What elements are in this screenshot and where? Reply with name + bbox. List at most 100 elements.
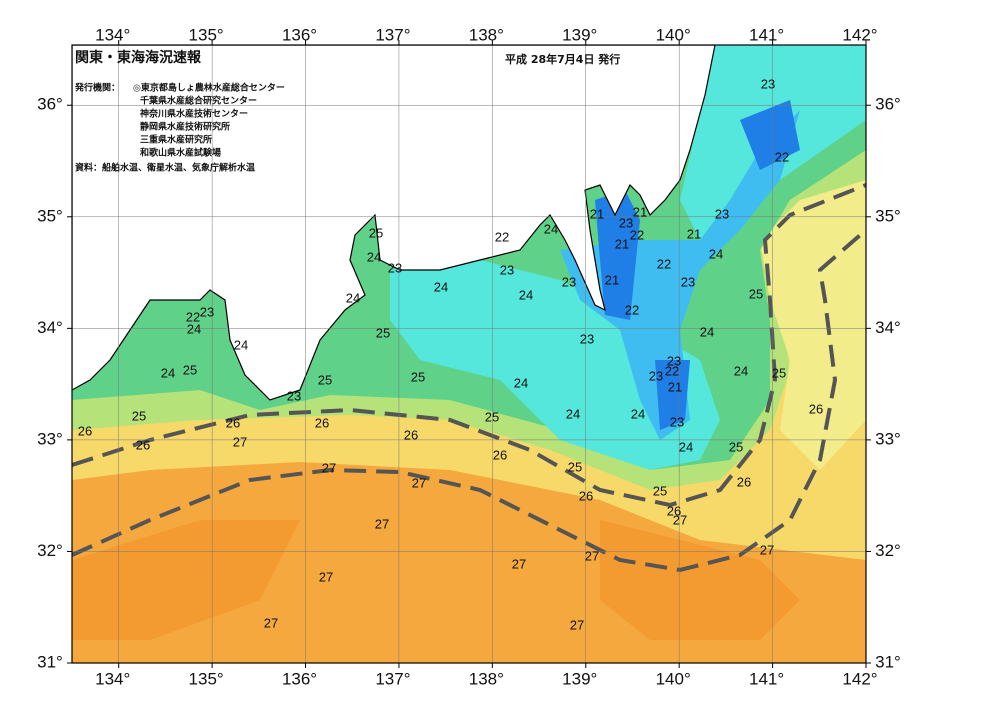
contour-label: 24 (544, 221, 558, 236)
contour-label: 26 (667, 503, 681, 518)
y-tick-label: 33° (37, 429, 63, 448)
y-tick-label: 35° (37, 206, 63, 225)
contour-label: 25 (749, 286, 763, 301)
contour-label: 25 (318, 372, 332, 387)
x-tick-label: 137° (375, 25, 410, 44)
contour-label: 27 (512, 556, 526, 571)
contour-label: 26 (809, 401, 823, 416)
contour-label: 26 (78, 423, 92, 438)
x-tick-label: 134° (95, 669, 130, 688)
contour-label: 24 (367, 249, 381, 264)
kuroshio-outer (72, 228, 866, 573)
contour-label: 25 (568, 459, 582, 474)
issuer: 静岡県水産技術研究所 (140, 121, 230, 133)
contour-label: 23 (670, 414, 684, 429)
contour-label: 26 (136, 437, 150, 452)
contour-label: 22 (657, 256, 671, 271)
contour-label: 24 (519, 287, 533, 302)
contour-label: 23 (761, 76, 775, 91)
contour-label: 23 (681, 274, 695, 289)
contour-label: 23 (500, 262, 514, 277)
x-tick-label: 139° (562, 669, 597, 688)
contour-label: 23 (200, 304, 214, 319)
contour-label: 21 (687, 226, 701, 241)
x-tick-label: 140° (656, 25, 691, 44)
y-tick-label: 35° (875, 206, 901, 225)
x-tick-label: 138° (469, 669, 504, 688)
contour-label: 25 (485, 409, 499, 424)
x-tick-label: 140° (656, 669, 691, 688)
contour-label: 25 (183, 362, 197, 377)
contour-label: 26 (315, 415, 329, 430)
y-tick-label: 34° (875, 318, 901, 337)
contour-label: 25 (772, 365, 786, 380)
contour-label: 23 (667, 353, 681, 368)
contour-label: 23 (715, 206, 729, 221)
contour-label: 27 (412, 475, 426, 490)
contour-label: 24 (161, 365, 175, 380)
x-tick-label: 137° (375, 669, 410, 688)
contour-label: 25 (369, 225, 383, 240)
contour-label: 22 (186, 309, 200, 324)
contour-label: 23 (649, 368, 663, 383)
x-tick-label: 136° (282, 669, 317, 688)
contour-label: 24 (709, 246, 723, 261)
grid (72, 45, 866, 663)
contour-label: 23 (562, 274, 576, 289)
contour-label: 24 (346, 290, 360, 305)
band-27-dark (72, 520, 800, 640)
contour-label: 21 (605, 272, 619, 287)
x-tick-label: 135° (189, 25, 224, 44)
y-tick-label: 31° (875, 652, 901, 671)
contour-label: 27 (322, 460, 336, 475)
contour-label: 25 (729, 439, 743, 454)
contour-label: 21 (668, 379, 682, 394)
contour-label: 22 (625, 302, 639, 317)
contour-label: 27 (760, 542, 774, 557)
x-tick-label: 142° (842, 669, 877, 688)
y-tick-label: 32° (875, 541, 901, 560)
kuroshio-inner (72, 183, 866, 508)
source: 資料：船舶水温、衛星水温、気象庁解析水温 (75, 162, 255, 174)
kuroshio-path (72, 183, 866, 573)
contour-label: 25 (376, 325, 390, 340)
contour-label: 24 (434, 279, 448, 294)
contour-label: 23 (388, 260, 402, 275)
x-tick-label: 142° (842, 25, 877, 44)
y-tick-label: 33° (875, 429, 901, 448)
contour-label: 23 (287, 388, 301, 403)
issuer: 和歌山県水産試験場 (139, 147, 221, 159)
contour-label: 27 (319, 569, 333, 584)
contour-label: 27 (673, 512, 687, 527)
issuer: 千葉県水産総合研究センター (140, 95, 257, 107)
y-tick-label: 36° (875, 95, 901, 114)
issuer: ◎東京都島しょ農林水産総合センター (133, 82, 285, 94)
frame (71, 44, 867, 664)
title: 関東・東海海況速報 (75, 49, 202, 66)
band-23 (390, 45, 866, 470)
y-tick-label: 36° (37, 95, 63, 114)
band-22 (560, 110, 800, 440)
contour-label: 24 (566, 406, 580, 421)
issuer: 三重県水産研究所 (140, 134, 212, 146)
contour-label: 23 (619, 215, 633, 230)
contour-label: 21 (633, 204, 647, 219)
contour-label: 27 (585, 548, 599, 563)
axes: ◎東京都島しょ農林水産総合センター千葉県水産総合研究センター神奈川県水産技術セン… (37, 25, 901, 688)
contour-label: 26 (404, 427, 418, 442)
contour-label: 24 (514, 375, 528, 390)
x-tick-label: 135° (189, 669, 224, 688)
contour-label: 26 (493, 447, 507, 462)
contour-label: 26 (226, 415, 240, 430)
issuer: 神奈川県水産技術センター (140, 108, 248, 120)
issuer-label: 発行機関： (74, 82, 120, 94)
x-tick-label: 141° (749, 669, 784, 688)
contour-label: 27 (264, 615, 278, 630)
band-east (760, 180, 866, 470)
x-tick-label: 139° (562, 25, 597, 44)
contour-label: 27 (233, 434, 247, 449)
contour-label: 25 (132, 408, 146, 423)
